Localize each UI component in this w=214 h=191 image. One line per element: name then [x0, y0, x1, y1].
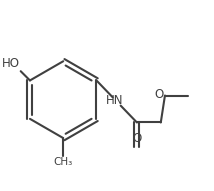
Text: HN: HN [106, 94, 123, 107]
Text: O: O [155, 88, 164, 101]
Text: O: O [132, 132, 141, 145]
Text: HO: HO [2, 57, 20, 70]
Text: CH₃: CH₃ [54, 157, 73, 167]
